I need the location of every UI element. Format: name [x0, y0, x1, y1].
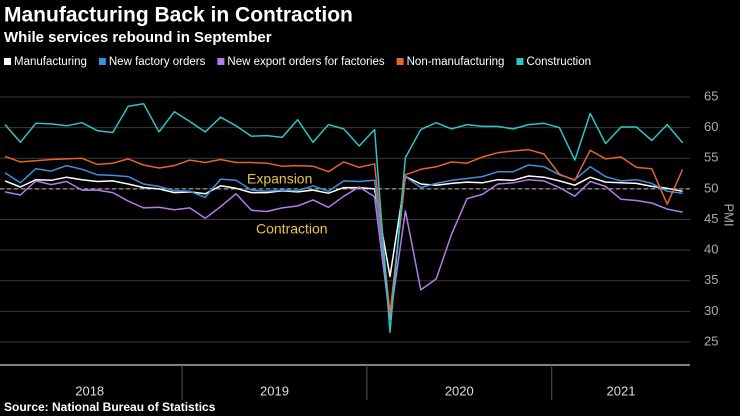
series-line: [4, 175, 683, 278]
legend-label: New factory orders: [109, 56, 206, 68]
y-tick-label: 55: [704, 150, 718, 165]
chart-title: Manufacturing Back in Contraction: [4, 4, 353, 27]
source: Source: National Bureau of Statistics: [4, 400, 216, 414]
y-axis-label: PMI: [722, 203, 737, 226]
legend-swatch: [98, 58, 106, 65]
legend-label: Non-manufacturing: [407, 56, 505, 68]
y-tick-label: 40: [704, 242, 718, 257]
y-tick-label: 30: [704, 303, 718, 318]
y-tick-label: 50: [704, 180, 718, 195]
legend-label: Construction: [526, 56, 591, 68]
y-tick-label: 25: [704, 333, 718, 348]
annotation: Expansion: [247, 171, 312, 187]
x-tick-label: 2021: [607, 383, 636, 398]
legend-swatch: [4, 58, 11, 65]
legend-swatch: [516, 58, 524, 65]
legend-label: Manufacturing: [14, 56, 87, 68]
y-tick-label: 35: [704, 272, 718, 287]
x-tick-label: 2019: [260, 383, 289, 398]
legend-swatch: [396, 58, 404, 65]
legend-swatch: [217, 58, 225, 65]
y-tick-label: 65: [704, 88, 718, 103]
x-tick-label: 2020: [445, 383, 474, 398]
y-tick-label: 45: [704, 211, 718, 226]
chart-subtitle: While services rebound in September: [4, 29, 272, 46]
annotation: Contraction: [256, 221, 328, 237]
series-line: [4, 102, 684, 333]
legend-label: New export orders for factories: [227, 56, 384, 68]
series-line: [4, 148, 684, 315]
x-tick-label: 2018: [75, 383, 104, 398]
y-tick-label: 60: [704, 119, 718, 134]
series-line: [4, 178, 683, 321]
